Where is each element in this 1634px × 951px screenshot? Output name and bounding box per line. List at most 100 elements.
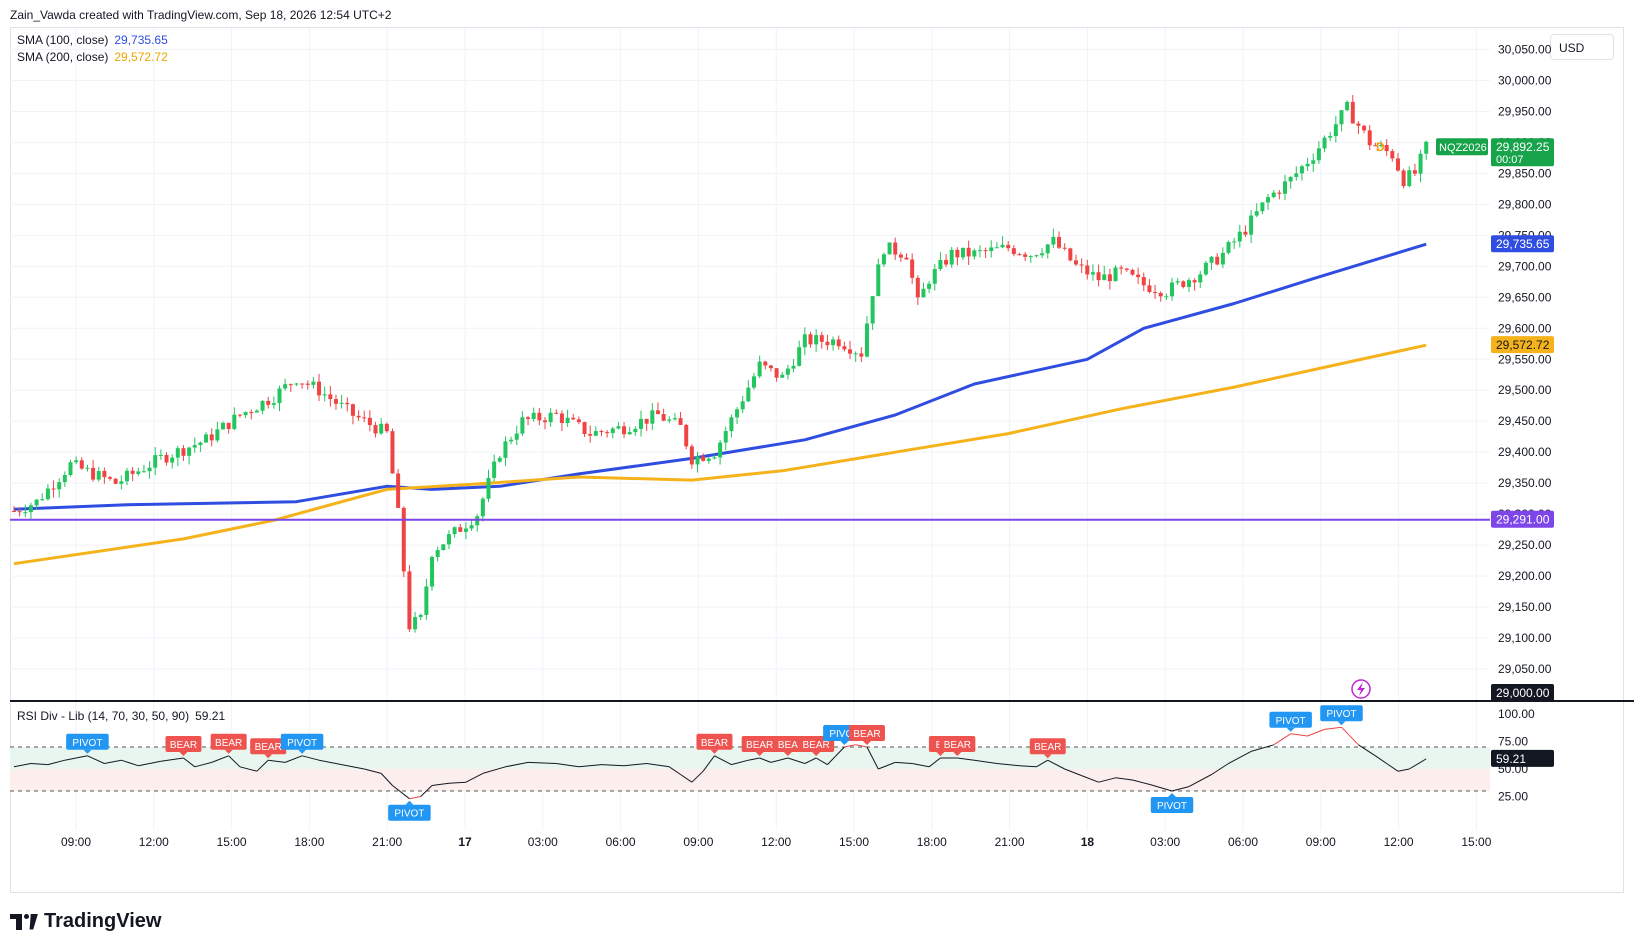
- candle[interactable]: [1384, 144, 1389, 152]
- candle[interactable]: [362, 417, 367, 419]
- candle[interactable]: [1045, 244, 1050, 254]
- candle[interactable]: [565, 417, 570, 423]
- candle[interactable]: [526, 417, 531, 420]
- candle[interactable]: [452, 527, 457, 535]
- candle[interactable]: [1418, 153, 1423, 174]
- rsi-marker-bear[interactable]: BEAR: [848, 725, 885, 745]
- candle[interactable]: [119, 481, 124, 484]
- candle[interactable]: [1153, 291, 1158, 294]
- candle[interactable]: [723, 431, 728, 443]
- candle[interactable]: [1170, 282, 1175, 297]
- candle[interactable]: [593, 431, 598, 436]
- candle[interactable]: [752, 376, 756, 388]
- candle[interactable]: [384, 423, 389, 432]
- candle[interactable]: [735, 409, 740, 418]
- candle[interactable]: [938, 259, 943, 269]
- candle[interactable]: [237, 414, 242, 416]
- candle[interactable]: [955, 249, 960, 258]
- candle[interactable]: [718, 442, 723, 458]
- candle[interactable]: [1305, 163, 1310, 167]
- candle[interactable]: [1034, 255, 1039, 257]
- candle[interactable]: [983, 250, 988, 252]
- candle[interactable]: [379, 423, 384, 434]
- candle[interactable]: [672, 418, 677, 420]
- candle[interactable]: [695, 456, 700, 465]
- candle[interactable]: [655, 410, 660, 415]
- candle[interactable]: [989, 247, 994, 252]
- candle[interactable]: [746, 387, 751, 402]
- candle[interactable]: [317, 381, 322, 396]
- candle[interactable]: [509, 439, 514, 442]
- rsi-legend[interactable]: RSI Div - Lib (14, 70, 30, 50, 90) 59.21: [17, 709, 225, 723]
- candle[interactable]: [1356, 123, 1361, 126]
- candle[interactable]: [1395, 158, 1400, 171]
- candle[interactable]: [1266, 197, 1271, 203]
- candle[interactable]: [1254, 211, 1259, 216]
- candle[interactable]: [1232, 241, 1237, 243]
- lightning-icon[interactable]: [1351, 679, 1371, 699]
- candle[interactable]: [537, 412, 542, 421]
- candle[interactable]: [1136, 274, 1141, 278]
- candle[interactable]: [932, 268, 937, 284]
- candle[interactable]: [1260, 202, 1265, 212]
- rsi-marker-bear[interactable]: BEAR: [165, 736, 202, 756]
- candle[interactable]: [475, 516, 480, 526]
- candle[interactable]: [610, 428, 615, 434]
- sma200-legend[interactable]: SMA (200, close) 29,572.72: [17, 50, 168, 64]
- candle[interactable]: [514, 433, 519, 440]
- sma100-legend[interactable]: SMA (100, close) 29,735.65: [17, 33, 168, 47]
- candle[interactable]: [204, 434, 209, 443]
- candle[interactable]: [684, 424, 689, 447]
- candle[interactable]: [311, 381, 316, 385]
- candle[interactable]: [1186, 280, 1191, 287]
- rsi-marker-bear[interactable]: BEAR: [696, 733, 733, 754]
- rsi-marker-pivot[interactable]: PIVOT: [280, 733, 324, 754]
- rsi-marker-bear[interactable]: BEAR: [210, 733, 247, 754]
- candle[interactable]: [1079, 264, 1084, 266]
- candle[interactable]: [1017, 254, 1022, 256]
- candle[interactable]: [243, 412, 248, 416]
- candle[interactable]: [192, 445, 197, 448]
- candle[interactable]: [825, 341, 830, 346]
- candle[interactable]: [79, 460, 84, 469]
- currency-button[interactable]: USD: [1550, 34, 1614, 60]
- candle[interactable]: [780, 374, 785, 378]
- candle[interactable]: [187, 447, 192, 456]
- candle[interactable]: [576, 419, 581, 423]
- candle[interactable]: [1379, 144, 1384, 146]
- candle[interactable]: [215, 429, 220, 441]
- candle[interactable]: [1141, 277, 1146, 286]
- rsi-marker-bear[interactable]: BEAR: [939, 736, 976, 756]
- candle[interactable]: [520, 417, 525, 434]
- candle[interactable]: [740, 401, 745, 410]
- candle[interactable]: [814, 335, 819, 345]
- candle[interactable]: [322, 394, 327, 396]
- candle[interactable]: [1294, 173, 1299, 177]
- candle[interactable]: [164, 455, 169, 463]
- candle[interactable]: [887, 242, 892, 255]
- candle[interactable]: [582, 422, 587, 434]
- candle[interactable]: [791, 365, 796, 369]
- candle[interactable]: [503, 441, 508, 458]
- candle[interactable]: [1209, 256, 1214, 263]
- candle[interactable]: [486, 477, 491, 499]
- candle[interactable]: [108, 477, 113, 479]
- candle[interactable]: [1412, 170, 1417, 174]
- candle[interactable]: [599, 431, 604, 433]
- candle[interactable]: [1051, 236, 1056, 245]
- rsi-marker-bear[interactable]: BEAR: [1029, 738, 1066, 759]
- candle[interactable]: [639, 418, 644, 429]
- candle[interactable]: [271, 403, 276, 405]
- candle[interactable]: [124, 470, 129, 482]
- candle[interactable]: [1006, 244, 1011, 249]
- candle[interactable]: [701, 456, 706, 461]
- candle[interactable]: [492, 461, 497, 478]
- candle[interactable]: [277, 388, 282, 404]
- candle[interactable]: [853, 353, 858, 355]
- candle[interactable]: [1158, 293, 1163, 297]
- candle[interactable]: [729, 417, 734, 432]
- candle[interactable]: [1198, 274, 1203, 283]
- candle[interactable]: [396, 473, 401, 508]
- candle[interactable]: [418, 614, 423, 618]
- candle[interactable]: [1243, 231, 1248, 235]
